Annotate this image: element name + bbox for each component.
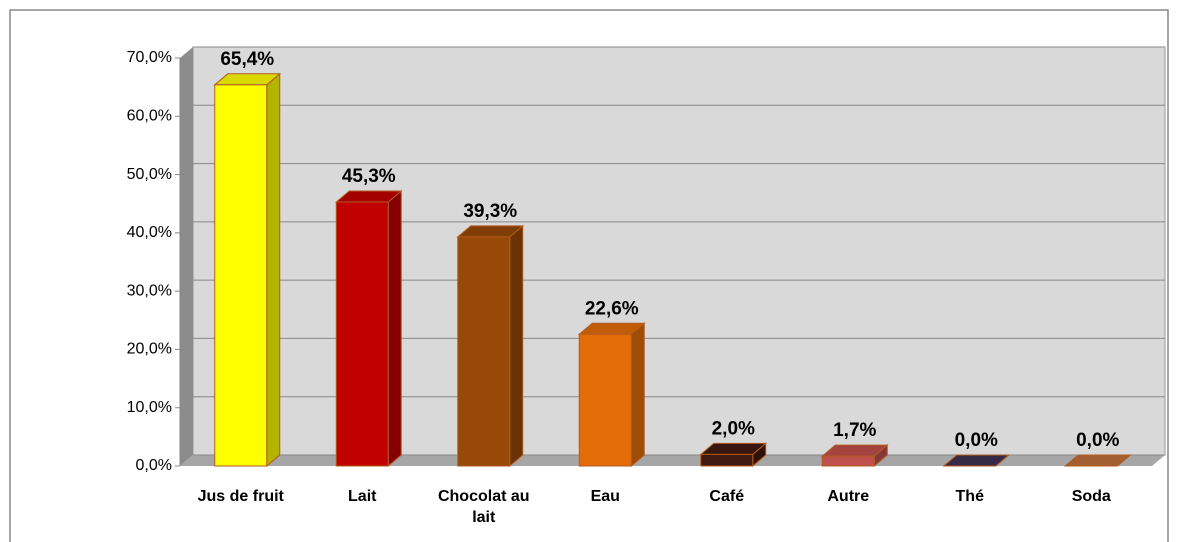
value-label: 2,0% (712, 418, 755, 439)
y-tick-label: 30,0% (127, 282, 172, 299)
x-tick-label: Soda (1071, 488, 1111, 505)
bar (821, 455, 875, 467)
x-tick-label: Café (709, 488, 745, 505)
y-tick-label: 50,0% (127, 166, 172, 183)
x-tick-label: Jus de fruit (197, 488, 284, 505)
value-label: 22,6% (585, 298, 639, 319)
y-tick-label: 20,0% (127, 341, 172, 358)
x-tick-label: Autre (827, 488, 870, 505)
value-label: 39,3% (463, 201, 517, 222)
bar-side (266, 72, 281, 468)
y-tick-label: 70,0% (127, 49, 172, 66)
floor (180, 455, 1165, 466)
y-tick-label: 60,0% (127, 108, 172, 125)
bar-side (509, 224, 524, 468)
value-label: 0,0% (955, 430, 998, 451)
bar (700, 453, 754, 467)
value-label: 0,0% (1076, 430, 1119, 451)
y-tick-label: 40,0% (127, 224, 172, 241)
bar (214, 84, 268, 467)
x-tick-label: Eau (590, 488, 620, 505)
value-label: 45,3% (342, 166, 396, 187)
x-tick-label: Lait (348, 488, 377, 505)
bar-side (630, 322, 645, 468)
x-tick-label: Thé (955, 488, 984, 505)
bar-top (1063, 454, 1132, 467)
y-tick-label: 10,0% (127, 399, 172, 416)
value-label: 65,4% (220, 49, 274, 70)
bar-side (387, 189, 402, 468)
value-label: 1,7% (833, 420, 876, 441)
bar (578, 333, 632, 467)
bar (335, 201, 389, 467)
side-wall (180, 47, 193, 466)
x-tick-label: Chocolat au lait (437, 488, 530, 526)
y-tick-label: 0,0% (136, 457, 172, 474)
bar-top (942, 454, 1011, 467)
bar (457, 236, 511, 467)
